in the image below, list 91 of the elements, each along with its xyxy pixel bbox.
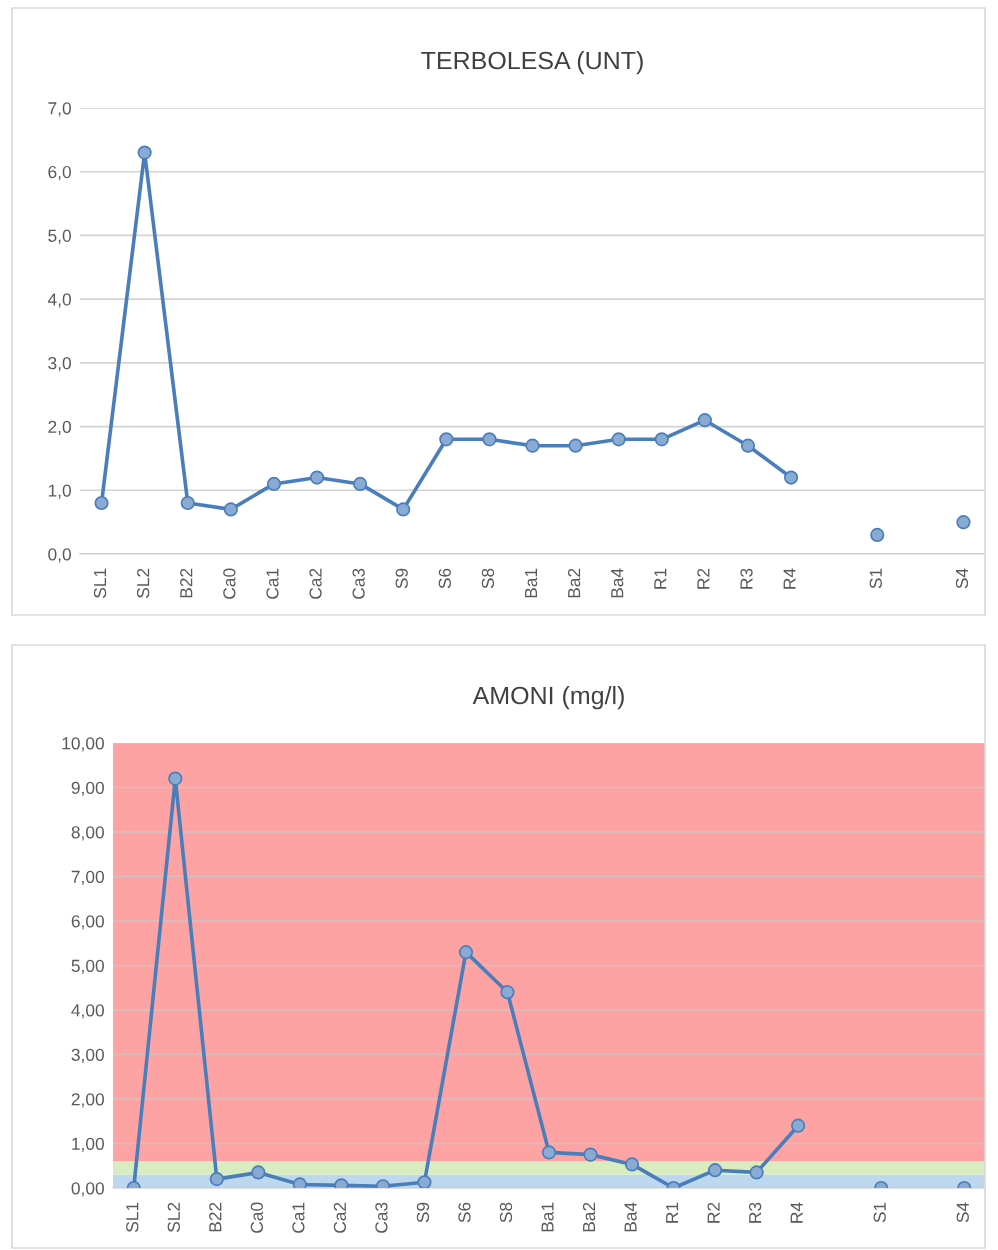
x-tick-label: S8 [481, 568, 495, 589]
y-tick-label: 0,00 [71, 1182, 104, 1197]
x-tick-label: Ca0 [250, 1202, 263, 1233]
y-tick-label: 2,0 [48, 420, 71, 436]
point [209, 1172, 224, 1187]
point [292, 1177, 307, 1188]
point [740, 438, 756, 453]
x-tick-label: R2 [697, 568, 710, 589]
chart-title: TERBOLESA (UNT) [421, 50, 643, 75]
y-tick-label: 0,0 [48, 548, 71, 563]
point [870, 527, 885, 542]
point [180, 495, 195, 511]
point [708, 1163, 723, 1178]
y-tick-label: 7,0 [48, 102, 71, 117]
x-tick-label: R1 [666, 1202, 679, 1223]
x-tick-label: S4 [956, 1202, 969, 1223]
y-tick-label: 3,00 [71, 1048, 104, 1064]
x-tick-label: R4 [783, 568, 796, 589]
point [583, 1147, 598, 1162]
y-tick-label: 6,0 [48, 165, 71, 181]
x-tick-label: Ca3 [375, 1202, 388, 1233]
chart-title: AMONI (mg/l) [472, 685, 624, 710]
x-tick-label: Ca2 [333, 1202, 347, 1233]
x-tick-label: R3 [748, 1202, 762, 1223]
point [611, 432, 626, 447]
point [396, 502, 411, 517]
point [541, 1145, 557, 1160]
y-tick-label: 7,00 [71, 870, 104, 886]
x-tick-label: Ca2 [309, 568, 322, 599]
x-tick-label: S6 [458, 1202, 471, 1223]
x-tick-label: R2 [707, 1202, 720, 1223]
x-tick-label: Ba1 [541, 1202, 554, 1232]
point [353, 476, 368, 491]
x-tick-label: Ca1 [292, 1202, 305, 1233]
x-tick-label: Ba2 [567, 568, 581, 598]
x-tick-label: B22 [209, 1202, 222, 1232]
y-tick-label: 1,00 [72, 1137, 104, 1153]
x-tick-label: S9 [416, 1202, 430, 1223]
point [417, 1175, 432, 1188]
x-tick-label: Ca3 [352, 568, 365, 599]
x-tick-label: S9 [395, 568, 408, 589]
point [697, 413, 712, 428]
y-tick-label: 2,00 [71, 1093, 104, 1108]
y-tick-label: 6,00 [71, 915, 104, 930]
point [783, 470, 799, 485]
y-tick-label: 4,0 [47, 293, 71, 308]
x-tick-label: SL1 [126, 1202, 139, 1232]
x-tick-label: R1 [654, 568, 667, 589]
point [749, 1165, 764, 1180]
x-tick-label: Ca1 [266, 568, 279, 599]
point [482, 432, 497, 447]
x-tick-label: S1 [873, 1202, 886, 1223]
x-tick-label: SL1 [93, 568, 107, 598]
point [500, 985, 515, 1000]
x-tick-label: SL2 [167, 1202, 180, 1232]
x-tick-label: Ba2 [582, 1202, 596, 1232]
y-tick-label: 10,00 [62, 737, 104, 752]
x-tick-label: R4 [790, 1202, 803, 1223]
point [439, 432, 454, 447]
point [525, 438, 540, 453]
x-tick-label: S6 [438, 568, 451, 589]
point [137, 145, 152, 160]
x-tick-label: Ba1 [525, 568, 538, 598]
x-tick-label: R3 [740, 568, 753, 589]
point [94, 495, 109, 511]
point [251, 1165, 266, 1180]
point [624, 1157, 640, 1172]
x-tick-label: Ba4 [611, 568, 624, 598]
y-tick-label: 8,00 [71, 826, 104, 841]
point [223, 502, 238, 517]
point [956, 515, 971, 530]
point [266, 476, 282, 491]
y-tick-label: 9,00 [71, 781, 104, 797]
y-tick-label: 5,00 [71, 959, 104, 975]
point [458, 945, 474, 960]
x-tick-label: S8 [499, 1202, 513, 1223]
y-tick-label: 1,0 [48, 484, 71, 499]
x-tick-label: S4 [955, 568, 969, 589]
x-tick-label: S1 [869, 568, 882, 589]
y-tick-label: 5,0 [48, 229, 71, 244]
point [654, 432, 669, 447]
point [568, 438, 583, 453]
y-tick-label: 3,0 [48, 357, 71, 372]
x-tick-label: SL2 [137, 568, 150, 598]
y-tick-label: 4,00 [71, 1004, 104, 1019]
x-tick-label: B22 [180, 568, 193, 598]
x-tick-label: Ca0 [223, 568, 236, 599]
point [791, 1118, 806, 1133]
point [168, 771, 183, 786]
point [309, 470, 325, 485]
x-tick-label: Ba4 [624, 1202, 637, 1232]
